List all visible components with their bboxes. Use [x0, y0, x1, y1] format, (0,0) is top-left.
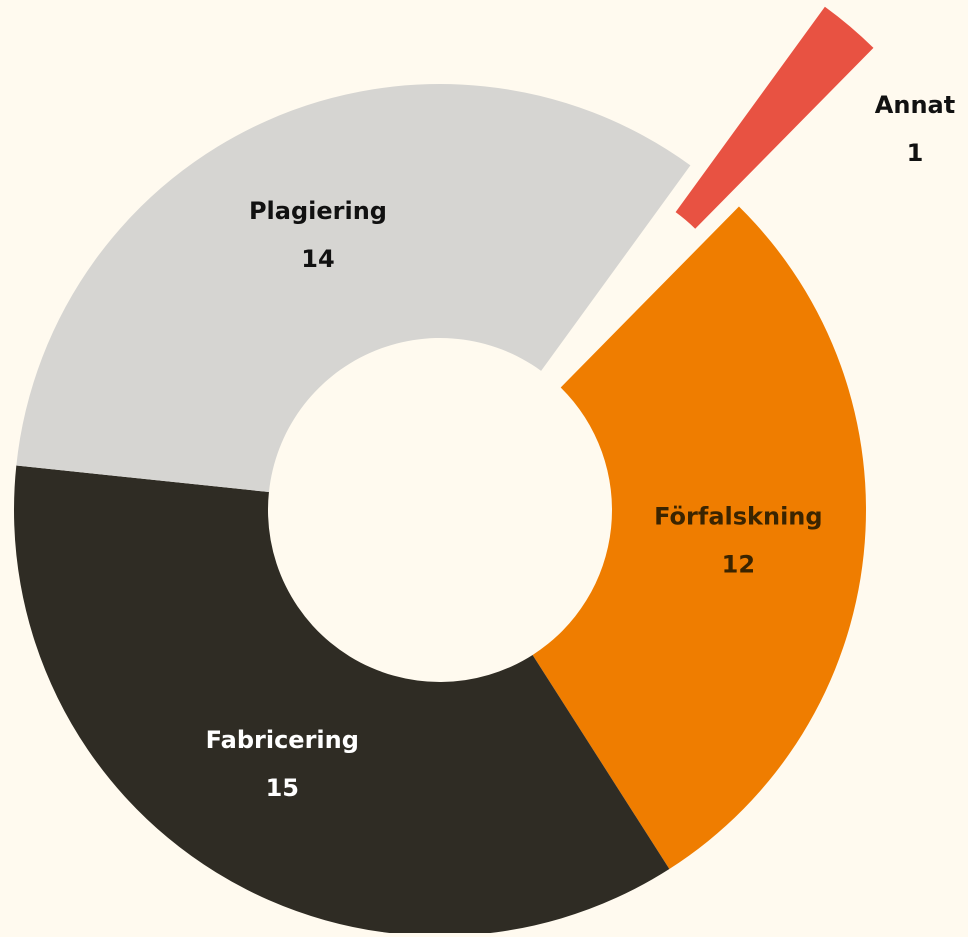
donut-slice	[16, 83, 691, 493]
slice-value: 1	[907, 139, 924, 167]
donut-slice	[675, 6, 874, 229]
slice-label: Plagiering	[249, 197, 387, 225]
slice-value: 12	[722, 550, 755, 578]
slice-label: Annat	[875, 91, 955, 119]
slice-value: 15	[266, 774, 299, 802]
slice-value: 14	[301, 245, 334, 273]
donut-slice	[14, 465, 670, 936]
slice-label: Fabricering	[206, 726, 359, 754]
slice-label: Förfalskning	[654, 502, 822, 530]
donut-slice	[532, 206, 867, 869]
